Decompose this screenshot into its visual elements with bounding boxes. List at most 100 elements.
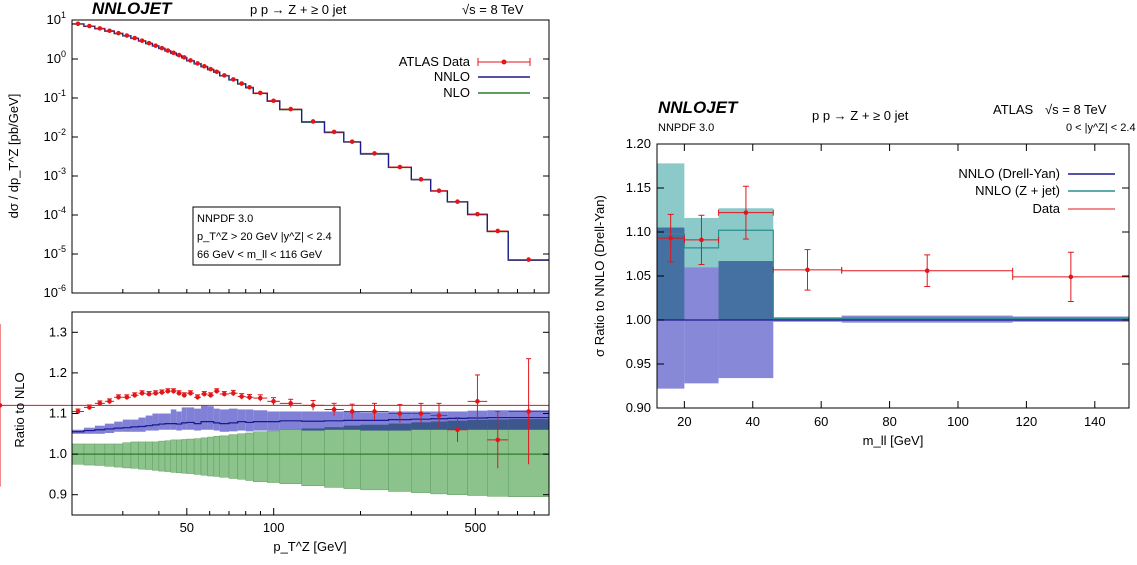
data-point [668, 235, 673, 241]
nnlo-band-bin [228, 408, 238, 432]
y-tick-label: 10-4 [44, 205, 66, 222]
y-tick-exponent: -1 [58, 88, 66, 98]
data-point [201, 391, 207, 397]
data-point [288, 106, 294, 112]
info-line-cuts: p_T^Z > 20 GeV |y^Z| < 2.4 [197, 231, 332, 243]
nlo-band-bin [430, 421, 448, 495]
info-line-pdf: NNPDF 3.0 [197, 213, 253, 225]
left-bottom-plot: 0.9 1.0 1.1 1.2 1.3 50 100 500 [0, 324, 550, 535]
nlo-band-bin [94, 443, 106, 466]
data-point [418, 411, 424, 416]
left-energy: √s = 8 TeV [462, 2, 524, 17]
overlap-band-bin [718, 261, 774, 320]
y-tick-exponent: -6 [58, 283, 66, 293]
data-point [97, 26, 103, 31]
data-point [1068, 274, 1074, 280]
nlo-band-bin [130, 441, 139, 469]
nlo-band-bin [266, 430, 281, 483]
nnlo-band-bin [176, 411, 182, 431]
y-tick-label: 1.10 [626, 224, 651, 239]
left-top-legend: ATLAS Data NNLO NLO [399, 54, 531, 100]
data-point [495, 228, 501, 234]
right-process: p p → Z + ≥ 0 jet [812, 108, 909, 123]
data-point [247, 394, 252, 400]
nnlo-nlo-overlap-bin [343, 425, 361, 430]
nnlo-band-bin [201, 405, 208, 430]
data-point [372, 151, 377, 156]
info-line-mass: 66 GeV < m_ll < 116 GeV [197, 249, 323, 261]
nlo-band-bin [207, 436, 215, 477]
right-brand: NNLOJET [658, 98, 739, 117]
left-bottom-ylabel: Ratio to NLO [12, 372, 27, 447]
data-point [418, 177, 424, 182]
data-point [165, 48, 171, 53]
y-tick-label: 10-5 [44, 244, 66, 261]
nlo-band-bin [228, 434, 238, 479]
nlo-band-bin [152, 441, 160, 471]
data-point [139, 38, 145, 43]
data-point [231, 390, 236, 396]
data-point [124, 33, 130, 38]
nlo-band-bin [200, 437, 208, 476]
y-tick-label: 1.3 [49, 324, 67, 339]
data-point [436, 413, 442, 418]
data-point [139, 390, 145, 396]
y-tick-label: 0.95 [626, 356, 651, 371]
legend-atlas-data: ATLAS Data [399, 54, 471, 69]
nlo-band-bin [181, 439, 188, 474]
data-point [208, 66, 213, 72]
data-point [271, 98, 276, 104]
right-plot: 0.90 0.95 1.00 1.05 1.10 1.15 1.20 20 40 60 80 100 1… [626, 136, 1130, 429]
data-point [208, 392, 213, 398]
data-point [171, 388, 176, 394]
data-point [397, 411, 403, 416]
dy-band-bin [1012, 316, 1129, 322]
left-top-panel: NNLOJET p p → Z + ≥ 0 jet √s = 8 TeV 10-… [6, 0, 550, 300]
nlo-band-bin [193, 438, 202, 475]
nlo-band-bin [113, 443, 124, 468]
x-tick-label: 60 [814, 414, 828, 429]
nnlo-band-bin [122, 419, 131, 432]
nnlo-band-bin [237, 409, 246, 431]
data-point [165, 388, 171, 394]
x-tick-label: 50 [180, 520, 194, 535]
data-point [924, 268, 930, 274]
nlo-band-bin [219, 435, 230, 478]
x-tick-label: 20 [677, 414, 691, 429]
data-point [475, 399, 480, 404]
y-tick-label: 1.00 [626, 312, 651, 327]
nnlo-band-bin [170, 409, 177, 430]
nnlo-band-bin [186, 407, 195, 430]
y-tick-label: 0.9 [49, 487, 67, 502]
nnlo-band-bin [245, 409, 254, 432]
data-point [436, 188, 442, 193]
y-tick-label: 1.05 [626, 268, 651, 283]
data-point [257, 395, 263, 401]
y-tick-exponent: 1 [61, 10, 66, 20]
legend-nnlo-zjet: NNLO (Z + jet) [975, 183, 1060, 198]
nnlo-band-bin [194, 408, 202, 431]
nlo-band-bin [360, 424, 389, 491]
nlo-band-bin [245, 432, 254, 481]
data-point [75, 21, 81, 27]
nlo-band-bin [301, 428, 325, 487]
nnlo-band-bin [104, 423, 115, 433]
data-point [222, 73, 227, 78]
data-point [310, 119, 316, 124]
data-point [239, 81, 244, 86]
nnlo-band-bin [181, 407, 187, 430]
data-point [181, 55, 187, 60]
data-point [153, 390, 158, 396]
dy-band-bin [684, 267, 719, 384]
data-point [132, 392, 137, 398]
nnlo-band-bin [138, 417, 146, 432]
legend-nnlo-dy: NNLO (Drell-Yan) [958, 166, 1060, 181]
data-point [159, 45, 165, 51]
right-experiment: ATLAS [993, 102, 1034, 117]
x-tick-label: 500 [464, 520, 486, 535]
nnlo-nlo-overlap-bin [411, 422, 431, 430]
left-bottom-frame [71, 311, 550, 516]
nlo-band-bin [104, 443, 115, 467]
nnlo-band-bin [213, 408, 220, 431]
right-ylabel: σ Ratio to NNLO (Drell-Yan) [592, 195, 607, 357]
